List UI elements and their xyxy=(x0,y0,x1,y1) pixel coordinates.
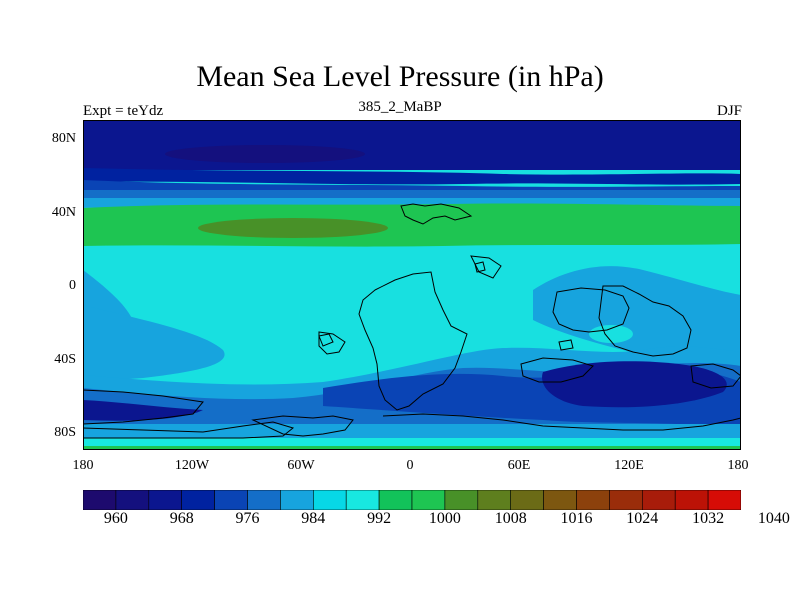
lon-tick-180w: 180 xyxy=(72,458,94,473)
experiment-label: Expt = teYdz xyxy=(83,103,164,119)
colorbar-tick-label: 968 xyxy=(169,510,194,527)
europe-outline xyxy=(400,203,473,225)
colorbar-box xyxy=(510,490,544,510)
colorbar-box xyxy=(477,490,511,510)
antarctica-outline-3 xyxy=(382,413,741,431)
season-label: DJF xyxy=(716,103,742,119)
colorbar-box xyxy=(247,490,281,510)
colorbar-tick-label: 976 xyxy=(235,510,260,527)
colorbar-box xyxy=(641,490,676,510)
colorbar-tick-label: 1024 xyxy=(626,510,659,527)
colorbar-box xyxy=(345,490,380,510)
south-america-outline xyxy=(318,331,346,355)
colorbar-tick-label: 992 xyxy=(367,510,392,527)
south-polar-1000 xyxy=(83,438,741,446)
lat-tick-40s: 40S xyxy=(54,352,76,367)
colorbar-box xyxy=(444,490,479,510)
colorbar-box xyxy=(148,490,183,510)
india-outline xyxy=(552,287,630,333)
colorbar-tick-label: 1032 xyxy=(692,510,725,527)
colorbar-box xyxy=(313,490,347,510)
lat-tick-80n: 80N xyxy=(51,131,76,146)
colorbar-box xyxy=(543,490,577,510)
colorbar-box xyxy=(378,490,413,510)
south-polar-1008 xyxy=(83,446,741,450)
indian-ocean-high xyxy=(589,325,633,343)
antarctica-outline-4 xyxy=(520,357,594,383)
colorbar-box xyxy=(576,490,610,510)
lat-tick-0: 0 xyxy=(69,278,76,293)
lon-tick-120w: 120W xyxy=(174,458,210,473)
colorbar-box xyxy=(83,490,117,510)
continent-outlines xyxy=(83,203,741,439)
australia-outline xyxy=(598,285,692,357)
lon-tick-120e: 120E xyxy=(614,458,644,473)
colorbar-tick-label: 1040 xyxy=(757,510,790,527)
lon-tick-0: 0 xyxy=(406,458,414,473)
colorbar-box xyxy=(609,490,643,510)
colorbar-tick-label: 1008 xyxy=(494,510,527,527)
islands-outline xyxy=(318,261,574,351)
southern-trough-core xyxy=(542,361,727,408)
colorbar-box xyxy=(411,490,446,510)
colorbar-box xyxy=(115,490,150,510)
lon-tick-180e: 180 xyxy=(727,458,749,473)
lon-tick-60e: 60E xyxy=(507,458,531,473)
africa-outline xyxy=(358,271,468,411)
colorbar-tick-label: 1016 xyxy=(560,510,593,527)
lon-tick-60w: 60W xyxy=(287,458,315,473)
colorbar-box xyxy=(181,490,215,510)
colorbar-box xyxy=(707,490,741,510)
colorbar-tick-label: 984 xyxy=(301,510,326,527)
colorbar xyxy=(83,490,741,510)
pressure-map xyxy=(83,120,741,450)
colorbar-box xyxy=(674,490,709,510)
low-core-80n xyxy=(165,145,365,163)
antarctica-outline xyxy=(83,389,295,439)
antarctica-outline-2 xyxy=(251,415,354,437)
antarctica-outline-5 xyxy=(690,363,741,389)
high-core xyxy=(198,218,388,238)
tropical-patch-2 xyxy=(83,305,225,382)
colorbar-box xyxy=(280,490,314,510)
subtropical-high xyxy=(83,203,741,247)
north-band-968 xyxy=(83,168,741,185)
north-polar-band xyxy=(83,120,741,170)
lat-tick-40n: 40N xyxy=(51,205,76,220)
chart-title: Mean Sea Level Pressure (in hPa) xyxy=(196,60,604,93)
period-label: 385_2_MaBP xyxy=(358,99,442,115)
arabia-outline xyxy=(470,255,502,279)
colorbar-tick-label: 960 xyxy=(103,510,128,527)
southern-trough-core-2 xyxy=(83,400,203,421)
lat-tick-80s: 80S xyxy=(54,425,76,440)
colorbar-tick-label: 1000 xyxy=(428,510,461,527)
colorbar-box xyxy=(214,490,248,510)
